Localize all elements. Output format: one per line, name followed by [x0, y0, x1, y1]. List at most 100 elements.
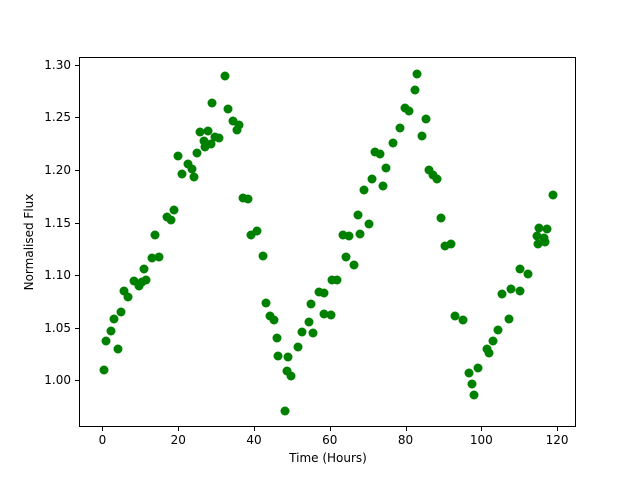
data-point	[410, 85, 420, 95]
data-point	[388, 138, 398, 148]
data-point	[228, 116, 238, 126]
x-tick-label: 100	[469, 433, 493, 447]
data-point	[533, 239, 543, 249]
x-tick-mark	[405, 427, 407, 431]
x-tick-label: 120	[545, 433, 569, 447]
data-point	[101, 336, 111, 346]
data-point	[206, 139, 216, 149]
y-tick-label: 1.15	[44, 215, 71, 230]
data-point	[166, 215, 176, 225]
data-point	[353, 210, 363, 220]
plot-area	[79, 57, 576, 427]
data-point	[129, 276, 139, 286]
data-point	[504, 314, 514, 324]
y-tick-mark	[75, 64, 79, 66]
data-point	[234, 120, 244, 130]
x-tick-mark	[254, 427, 255, 431]
data-point	[286, 371, 296, 381]
data-point	[187, 164, 197, 174]
data-point	[214, 133, 224, 143]
data-point	[432, 174, 442, 184]
data-point	[154, 252, 164, 262]
data-point	[540, 237, 550, 247]
data-point	[395, 123, 405, 133]
data-point	[119, 286, 129, 296]
data-point	[417, 131, 427, 141]
data-point	[488, 336, 498, 346]
y-tick-mark	[75, 380, 79, 382]
data-point	[542, 224, 552, 234]
data-point	[493, 325, 503, 335]
data-point	[99, 365, 109, 375]
data-point	[169, 205, 179, 215]
y-tick-label: 1.25	[44, 110, 71, 125]
data-point	[404, 106, 414, 116]
data-point	[304, 317, 314, 327]
data-point	[326, 310, 336, 320]
data-point	[203, 126, 213, 136]
data-point	[192, 148, 202, 158]
data-point	[207, 98, 217, 108]
data-point	[370, 147, 380, 157]
y-tick-mark	[75, 275, 79, 277]
x-tick-mark	[102, 427, 104, 431]
y-tick-mark	[75, 169, 79, 171]
data-point	[515, 264, 525, 274]
data-point	[173, 151, 183, 161]
y-tick-label: 1.10	[44, 268, 71, 283]
data-point	[109, 314, 119, 324]
data-point	[464, 368, 474, 378]
data-point	[355, 229, 365, 239]
x-axis-label: Time (Hours)	[289, 451, 367, 465]
data-point	[338, 230, 348, 240]
data-point	[232, 125, 242, 135]
y-axis-label: Normalised Flux	[22, 193, 36, 291]
data-point	[269, 315, 279, 325]
data-point	[534, 223, 544, 233]
data-point	[116, 307, 126, 317]
data-point	[359, 185, 369, 195]
data-point	[428, 170, 438, 180]
data-point	[319, 309, 329, 319]
data-point	[532, 231, 542, 241]
data-point	[183, 159, 193, 169]
data-point	[150, 230, 160, 240]
data-point	[364, 219, 374, 229]
data-point	[272, 333, 282, 343]
data-point	[308, 328, 318, 338]
x-tick-mark	[557, 427, 559, 431]
data-point	[139, 264, 149, 274]
y-tick-label: 1.00	[44, 373, 71, 388]
data-point	[421, 114, 431, 124]
x-tick-label: 80	[397, 433, 414, 447]
data-point	[412, 69, 422, 79]
x-tick-mark	[481, 427, 483, 431]
data-point	[450, 311, 460, 321]
data-point	[314, 287, 324, 297]
data-point	[375, 149, 385, 159]
data-point	[261, 298, 271, 308]
data-point	[273, 351, 283, 361]
data-point	[297, 327, 307, 337]
data-point	[349, 260, 359, 270]
data-point	[283, 352, 293, 362]
data-point	[469, 390, 479, 400]
data-point	[243, 194, 253, 204]
data-point	[258, 251, 268, 261]
data-point	[147, 253, 157, 263]
data-point	[123, 292, 133, 302]
data-point	[446, 239, 456, 249]
data-point	[319, 288, 329, 298]
data-point	[280, 406, 290, 416]
y-tick-mark	[75, 117, 79, 119]
data-point	[506, 284, 516, 294]
y-tick-label: 1.20	[44, 162, 71, 177]
data-point	[246, 230, 256, 240]
data-point	[220, 71, 230, 81]
data-point	[344, 231, 354, 241]
data-point	[467, 379, 477, 389]
y-tick-label: 1.30	[44, 57, 71, 72]
data-point	[440, 241, 450, 251]
data-point	[141, 275, 151, 285]
